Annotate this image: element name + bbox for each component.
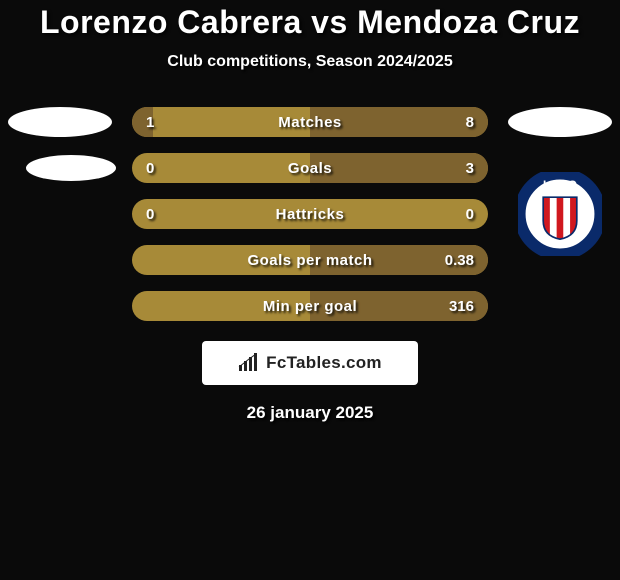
stat-right-value: 316 — [449, 298, 474, 315]
stat-right-value: 0.38 — [445, 252, 474, 269]
player-right-name: Mendoza Cruz — [357, 4, 580, 40]
left-shape-cell — [0, 191, 120, 237]
stat-label: Goals per match — [132, 252, 488, 269]
stat-bar: 1 Matches 8 — [132, 107, 488, 137]
stat-bar: Min per goal 316 — [132, 291, 488, 321]
date-text: 26 january 2025 — [0, 403, 620, 423]
left-shape-cell — [0, 145, 120, 191]
right-shape-cell — [500, 283, 620, 329]
stat-right-value: 3 — [466, 160, 474, 177]
stat-label: Matches — [132, 114, 488, 131]
ellipse-icon — [8, 107, 112, 137]
ellipse-icon — [508, 107, 612, 137]
stat-row: 1 Matches 8 — [0, 99, 620, 145]
stat-label: Goals — [132, 160, 488, 177]
stat-bar: Goals per match 0.38 — [132, 245, 488, 275]
club-logo-lugo: LUGO — [518, 172, 602, 256]
stat-right-value: 0 — [466, 206, 474, 223]
left-shape-cell — [0, 99, 120, 145]
stat-label: Min per goal — [132, 298, 488, 315]
right-shape-cell — [500, 99, 620, 145]
stat-label: Hattricks — [132, 206, 488, 223]
left-shape-cell — [0, 237, 120, 283]
stat-bar: 0 Hattricks 0 — [132, 199, 488, 229]
stat-bar: 0 Goals 3 — [132, 153, 488, 183]
page-title: Lorenzo Cabrera vs Mendoza Cruz — [0, 4, 620, 41]
comparison-container: Lorenzo Cabrera vs Mendoza Cruz Club com… — [0, 0, 620, 423]
ellipse-icon — [26, 155, 116, 181]
subtitle: Club competitions, Season 2024/2025 — [0, 53, 620, 71]
left-shape-cell — [0, 283, 120, 329]
club-logo-text: LUGO — [543, 179, 577, 192]
player-left-name: Lorenzo Cabrera — [40, 4, 302, 40]
vs-text: vs — [311, 4, 348, 40]
brand-badge[interactable]: FcTables.com — [202, 341, 418, 385]
bar-chart-icon — [238, 353, 262, 373]
stat-row: Min per goal 316 — [0, 283, 620, 329]
stat-right-value: 8 — [466, 114, 474, 131]
brand-text: FcTables.com — [266, 353, 382, 373]
